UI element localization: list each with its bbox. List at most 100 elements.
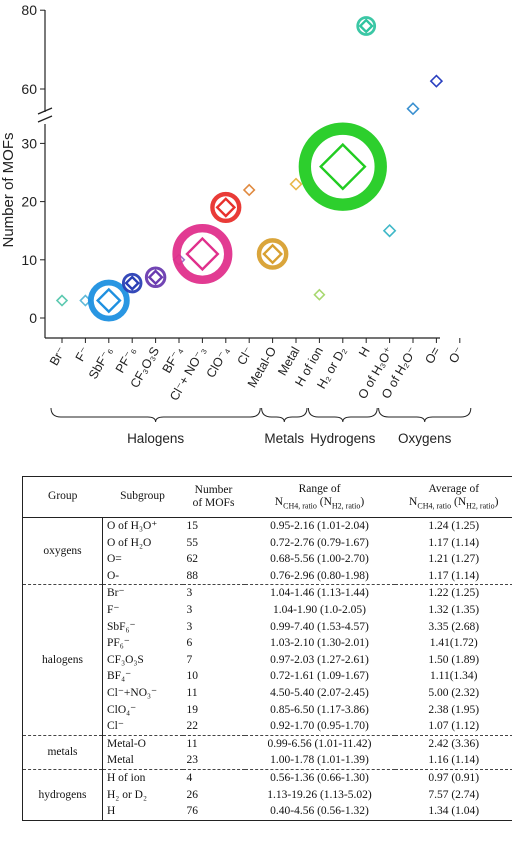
data-point	[289, 177, 303, 191]
number-cell: 88	[182, 567, 245, 586]
point-diamond	[124, 275, 140, 291]
average-cell: 1.24 (1.25)	[428, 520, 480, 532]
group-cell: metals	[22, 735, 103, 770]
y-tick-label: 30	[21, 135, 37, 151]
number-cell: 4	[186, 771, 193, 784]
x-tick-label: O=	[422, 345, 443, 367]
data-point	[172, 223, 233, 284]
point-diamond	[289, 177, 303, 191]
range-cell: 0.85-6.50 (1.17-3.86)	[270, 703, 369, 716]
x-tick-label: Cl⁻	[234, 345, 255, 368]
subgroup-cell: Br⁻	[107, 587, 125, 600]
y-tick-label: 80	[21, 2, 37, 18]
average-cell: 1.22 (1.25)	[428, 587, 480, 600]
table-row: Cl⁻ 22 0.92-1.70 (0.95-1.70) 1.07 (1.12)	[23, 718, 512, 736]
table-row: hydrogens H of ion 4 0.56-1.36 (0.66-1.30) 0…	[22, 769, 512, 821]
subgroup-cell: F⁻	[107, 603, 120, 616]
average-cell: 1.16 (1.14)	[394, 752, 512, 770]
group-label: Metals	[264, 431, 304, 446]
group-label: Hydrogens	[310, 431, 376, 446]
group-label: Oxygens	[398, 431, 452, 446]
average-cell: 1.17 (1.14)	[394, 567, 512, 586]
number-cell: 3	[186, 620, 193, 633]
subgroup-cell: Cl⁻	[102, 718, 183, 736]
number-cell: 62	[186, 553, 199, 566]
point-diamond	[242, 183, 256, 197]
range-cell: 0.92-1.70 (0.95-1.70)	[244, 718, 395, 736]
range-cell: 0.97-2.03 (1.27-2.61)	[270, 653, 369, 666]
header-range: Range of NCH4, ratio (NH2, ratio)	[244, 476, 395, 518]
data-point	[406, 102, 420, 116]
number-cell: 11	[186, 737, 198, 750]
number-cell: 26	[186, 788, 199, 801]
table-row: halogens Br⁻ 3 1.04-1.46 (1.13-1.44) 1.22 (1…	[22, 584, 512, 736]
data-point	[256, 238, 289, 270]
x-tick-label: O⁻	[446, 345, 466, 366]
y-tick-label: 10	[21, 252, 37, 268]
table-row: CF₃O₃S 7 0.97-2.03 (1.27-2.61) 1.50 (1.89)	[23, 652, 512, 669]
point-ring	[172, 223, 233, 284]
point-ring	[121, 272, 143, 294]
average-cell: 1.50 (1.89)	[428, 653, 480, 666]
range-cell: 1.04-1.90 (1.0-2.05)	[273, 603, 366, 616]
y-tick-label: 0	[29, 310, 37, 326]
point-ring	[256, 238, 289, 270]
x-tick-label: Br⁻	[47, 345, 69, 369]
point-diamond	[55, 294, 69, 307]
x-tick-label: F⁻	[73, 345, 92, 364]
number-cell: 3	[186, 603, 193, 616]
range-cell: 1.13-19.26 (1.13-5.02)	[267, 788, 372, 801]
chart-marks	[55, 16, 444, 322]
range-cell: 0.56-1.36 (0.66-1.30)	[270, 771, 369, 784]
subgroup-cell: Metal-O	[107, 737, 146, 750]
average-cell: 1.32 (1.35)	[428, 603, 480, 616]
subgroup-cell: H	[107, 805, 116, 818]
range-cell: 1.03-2.10 (1.30-2.01)	[270, 637, 369, 650]
range-cell: 1.00-1.78 (1.01-1.39)	[244, 752, 395, 770]
group-brace	[307, 407, 378, 423]
data-point	[356, 16, 377, 36]
x-tick-label: H	[356, 345, 373, 360]
range-cell: 0.95-2.16 (1.01-2.04)	[270, 520, 369, 532]
group-cell: halogens	[22, 584, 103, 736]
range-cell: 1.04-1.46 (1.13-1.44)	[270, 587, 369, 600]
range-cell: 0.40-4.56 (0.56-1.32)	[270, 805, 369, 818]
average-cell: 1.07 (1.12)	[394, 718, 512, 736]
group-brace	[50, 407, 261, 423]
point-diamond	[215, 197, 237, 218]
group-label: Halogens	[127, 431, 184, 446]
average-cell: 1.17 (1.14)	[428, 536, 480, 549]
data-point	[87, 279, 130, 322]
average-cell: 2.42 (3.36)	[428, 737, 480, 750]
number-cell: 55	[186, 536, 199, 549]
header-group: Group	[22, 476, 103, 518]
subgroup-cell: Metal	[102, 752, 183, 770]
point-diamond	[406, 102, 420, 116]
data-point	[429, 74, 444, 88]
table-row: oxygens O of H₃O⁺ 15 0.95-2.16 (1.01-2.04) 1…	[22, 517, 512, 586]
table-row: SbF₆⁻ 3 0.99-7.40 (1.53-4.57) 3.35 (2.68)	[23, 619, 512, 636]
range-cell: 0.72-1.61 (1.09-1.67)	[270, 670, 369, 683]
data-point	[242, 183, 256, 197]
point-ring	[210, 191, 242, 224]
table-row: H 76 0.40-4.56 (0.56-1.32) 1.34 (1.04)	[23, 803, 512, 820]
point-diamond	[313, 288, 326, 301]
point-diamond	[147, 269, 164, 286]
average-cell: 2.38 (1.95)	[428, 703, 480, 716]
mof-summary-table-wrap: Group Subgroup Number of MOFs Range of NCH…	[22, 476, 512, 821]
point-diamond	[429, 74, 444, 88]
subgroup-cell: ClO₄⁻	[107, 703, 137, 716]
point-diamond	[185, 236, 220, 272]
table-row: PF₆⁻ 6 1.03-2.10 (1.30-2.01) 1.41(1.72)	[23, 635, 512, 652]
table-row: O- 88 0.76-2.96 (0.80-1.98) 1.17 (1.14)	[23, 567, 512, 586]
average-cell: 1.34 (1.04)	[428, 805, 480, 818]
subgroup-cell: SbF₆⁻	[107, 620, 136, 633]
data-point	[382, 223, 397, 238]
number-cell: 7	[186, 653, 193, 666]
number-cell: 19	[186, 703, 199, 716]
group-brace	[378, 407, 472, 423]
number-cell: 10	[186, 670, 199, 683]
mof-scatter-chart: 01020306080100Number of MOFs Br⁻F⁻SbF⁻₆P…	[0, 2, 472, 446]
mof-summary-table: Group Subgroup Number of MOFs Range of NCH…	[22, 476, 512, 821]
